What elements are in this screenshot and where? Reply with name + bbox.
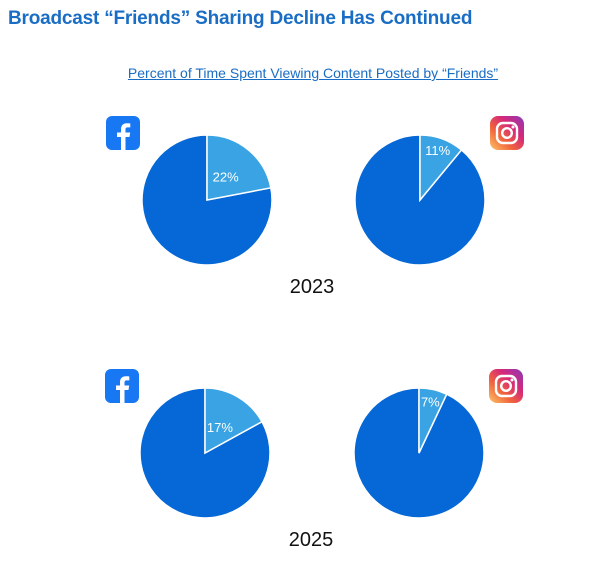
facebook-icon [105,369,139,403]
pie-slice-other-facebook-2023 [141,134,273,266]
pie-instagram-2025: 7% [353,387,485,519]
pie-slice-friends-instagram-2023 [419,134,463,203]
pie-slice-friends-facebook-2025 [204,387,263,455]
facebook-icon [106,116,140,150]
instagram-icon [489,369,523,403]
chart-title: Broadcast “Friends” Sharing Decline Has … [8,8,473,29]
instagram-icon [490,116,524,150]
year-label-2023: 2023 [289,276,335,298]
pie-slice-friends-instagram-2025 [418,387,448,454]
pie-facebook-2025: 17% [139,387,271,519]
pie-instagram-2023: 11% [354,134,486,266]
data-label-instagram-2023: 11% [425,143,450,158]
pie-slice-other-facebook-2025 [139,387,271,519]
pie-facebook-2023: 22% [141,134,273,266]
pie-slice-friends-facebook-2023 [206,134,272,201]
data-label-facebook-2025: 17% [207,420,233,435]
chart-subtitle: Percent of Time Spent Viewing Content Po… [127,65,499,81]
data-label-instagram-2025: 7% [421,394,440,409]
data-label-facebook-2023: 22% [213,169,239,184]
year-label-2025: 2025 [288,529,334,551]
